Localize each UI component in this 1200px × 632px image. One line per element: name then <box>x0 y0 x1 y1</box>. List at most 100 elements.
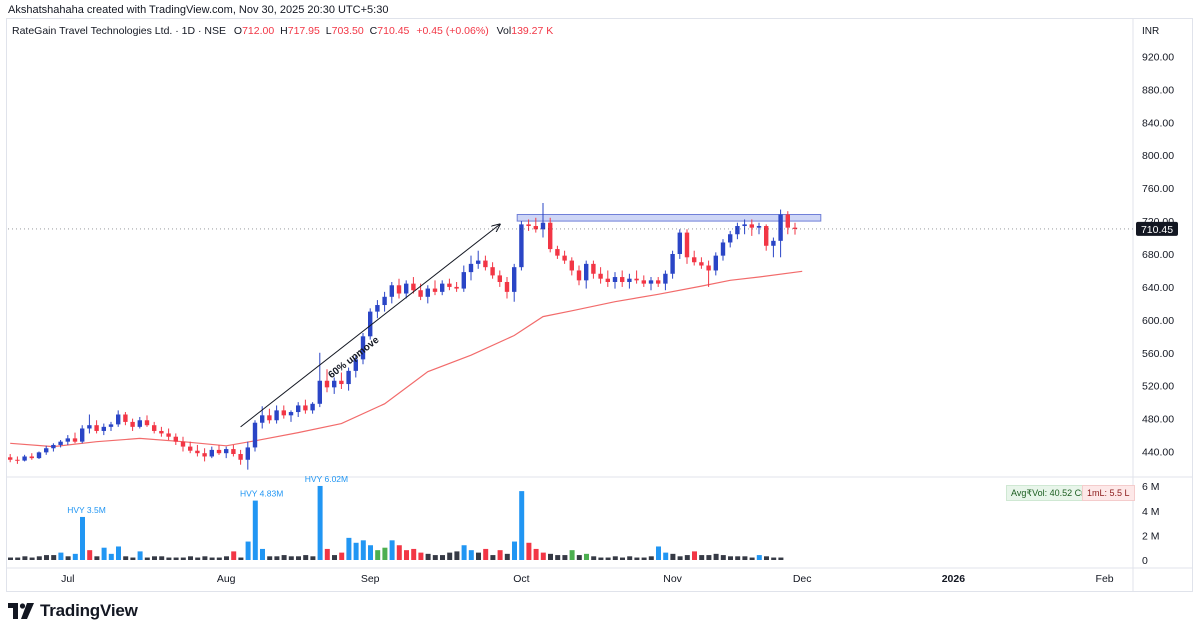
candle-body <box>756 226 762 228</box>
candle-body <box>418 290 423 297</box>
upmove-label: 60% upmove <box>326 334 381 381</box>
candle-body <box>29 456 34 459</box>
volume-bar <box>274 556 280 560</box>
volume-bar <box>699 555 705 560</box>
volume-bar <box>94 556 100 560</box>
candle-body <box>476 260 481 264</box>
volume-bar <box>483 548 489 560</box>
volume-bar <box>267 556 273 560</box>
volume-bar <box>533 548 539 560</box>
candle-body <box>656 280 661 284</box>
volume-bar <box>713 553 719 560</box>
resistance-zone[interactable] <box>516 213 822 222</box>
volume-bar <box>411 548 417 560</box>
candle-body <box>670 254 675 274</box>
candle-body <box>346 370 351 385</box>
candle-body <box>699 262 704 266</box>
volume-bar <box>58 552 64 560</box>
candle-body <box>281 410 286 416</box>
candle-body <box>584 263 589 281</box>
candle-body <box>440 283 445 292</box>
volume-bar <box>252 500 258 560</box>
low-value: 703.50 <box>331 25 364 37</box>
volume-bar <box>569 550 575 560</box>
volume-bar <box>288 556 294 560</box>
volume-bar <box>51 555 57 560</box>
chart-plot[interactable]: HVY 3.5M HVY 4.83M HVY 6.02M 60% upmove 440… <box>0 0 1200 592</box>
candle-body <box>526 224 531 227</box>
volume-bar <box>656 546 661 560</box>
candle-body <box>778 214 783 241</box>
volume-bar <box>706 555 712 560</box>
candle-body <box>591 263 596 274</box>
candle-body <box>382 296 387 306</box>
candle-body <box>454 286 459 289</box>
price-tick-label: 920.00 <box>1142 51 1174 63</box>
candle-body <box>296 405 301 413</box>
candle-body <box>785 214 790 228</box>
volume-bar <box>260 548 265 560</box>
candle-body <box>562 255 567 261</box>
candle-body <box>94 425 99 431</box>
volume-annotation: HVY 3.5M <box>67 505 106 515</box>
candle-body <box>44 448 49 453</box>
high-label: H <box>280 25 288 37</box>
volume-bar <box>598 557 604 560</box>
candle-body <box>648 280 654 284</box>
volume-bar <box>447 552 453 560</box>
open-value: 712.00 <box>242 25 275 37</box>
volume-bar <box>476 552 481 560</box>
last-price-badge-bg <box>1136 221 1178 236</box>
footer-brand[interactable]: TradingView <box>8 600 138 622</box>
volume-bar <box>742 556 748 560</box>
candle-body <box>461 272 466 289</box>
volume-bar <box>188 556 193 560</box>
candle-body <box>15 459 20 461</box>
candle-body <box>339 380 344 385</box>
volume-bar <box>180 557 186 560</box>
volume-bar <box>152 556 157 560</box>
volume-bar <box>360 540 366 560</box>
volume-bar <box>195 557 201 560</box>
high-value: 717.95 <box>287 25 320 37</box>
candle-body <box>216 449 222 454</box>
volume-bar <box>108 553 114 560</box>
time-tick-label: Aug <box>217 573 236 585</box>
candle-body <box>533 226 538 230</box>
volume-bar <box>591 556 597 560</box>
currency-label[interactable]: INR <box>1142 26 1160 37</box>
candle-body <box>209 449 214 457</box>
volume-bar <box>677 556 683 560</box>
candle-body <box>735 226 740 235</box>
price-tick-label: 760.00 <box>1142 183 1174 195</box>
volume-bar <box>519 491 525 560</box>
volume-bar <box>44 555 49 560</box>
time-tick-label: 2026 <box>942 573 966 585</box>
candle-body <box>404 283 409 294</box>
volume-bar <box>454 551 460 560</box>
volume-bar <box>332 555 337 560</box>
volume-bar <box>296 556 301 560</box>
price-tick-label: 520.00 <box>1142 381 1174 393</box>
annotations[interactable]: HVY 3.5M HVY 4.83M HVY 6.02M 60% upmove <box>67 224 500 515</box>
avg-volume-badge: Avg₹Vol: 40.52 Cr <box>1006 485 1090 501</box>
volume-bar <box>490 555 496 560</box>
candle-body <box>22 456 27 461</box>
chart-frame[interactable] <box>6 18 1193 592</box>
candle-body <box>36 452 42 459</box>
candle-body <box>173 436 178 442</box>
attribution-bar: Akshatshahaha created with TradingView.c… <box>0 0 1200 18</box>
candle-body <box>375 305 380 312</box>
lot-size-badge: 1mL: 5.5 L <box>1082 485 1135 501</box>
candle-body <box>468 263 474 273</box>
candle-body <box>260 415 265 423</box>
candle-body <box>202 453 207 457</box>
volume-bar <box>29 557 35 560</box>
candle-body <box>792 227 798 229</box>
volume-bar <box>87 550 93 560</box>
volume-bar <box>641 557 647 560</box>
volume-bar <box>123 556 129 560</box>
volume-bar <box>80 516 85 560</box>
volume-bar <box>116 546 121 560</box>
volume-bar <box>22 556 28 560</box>
